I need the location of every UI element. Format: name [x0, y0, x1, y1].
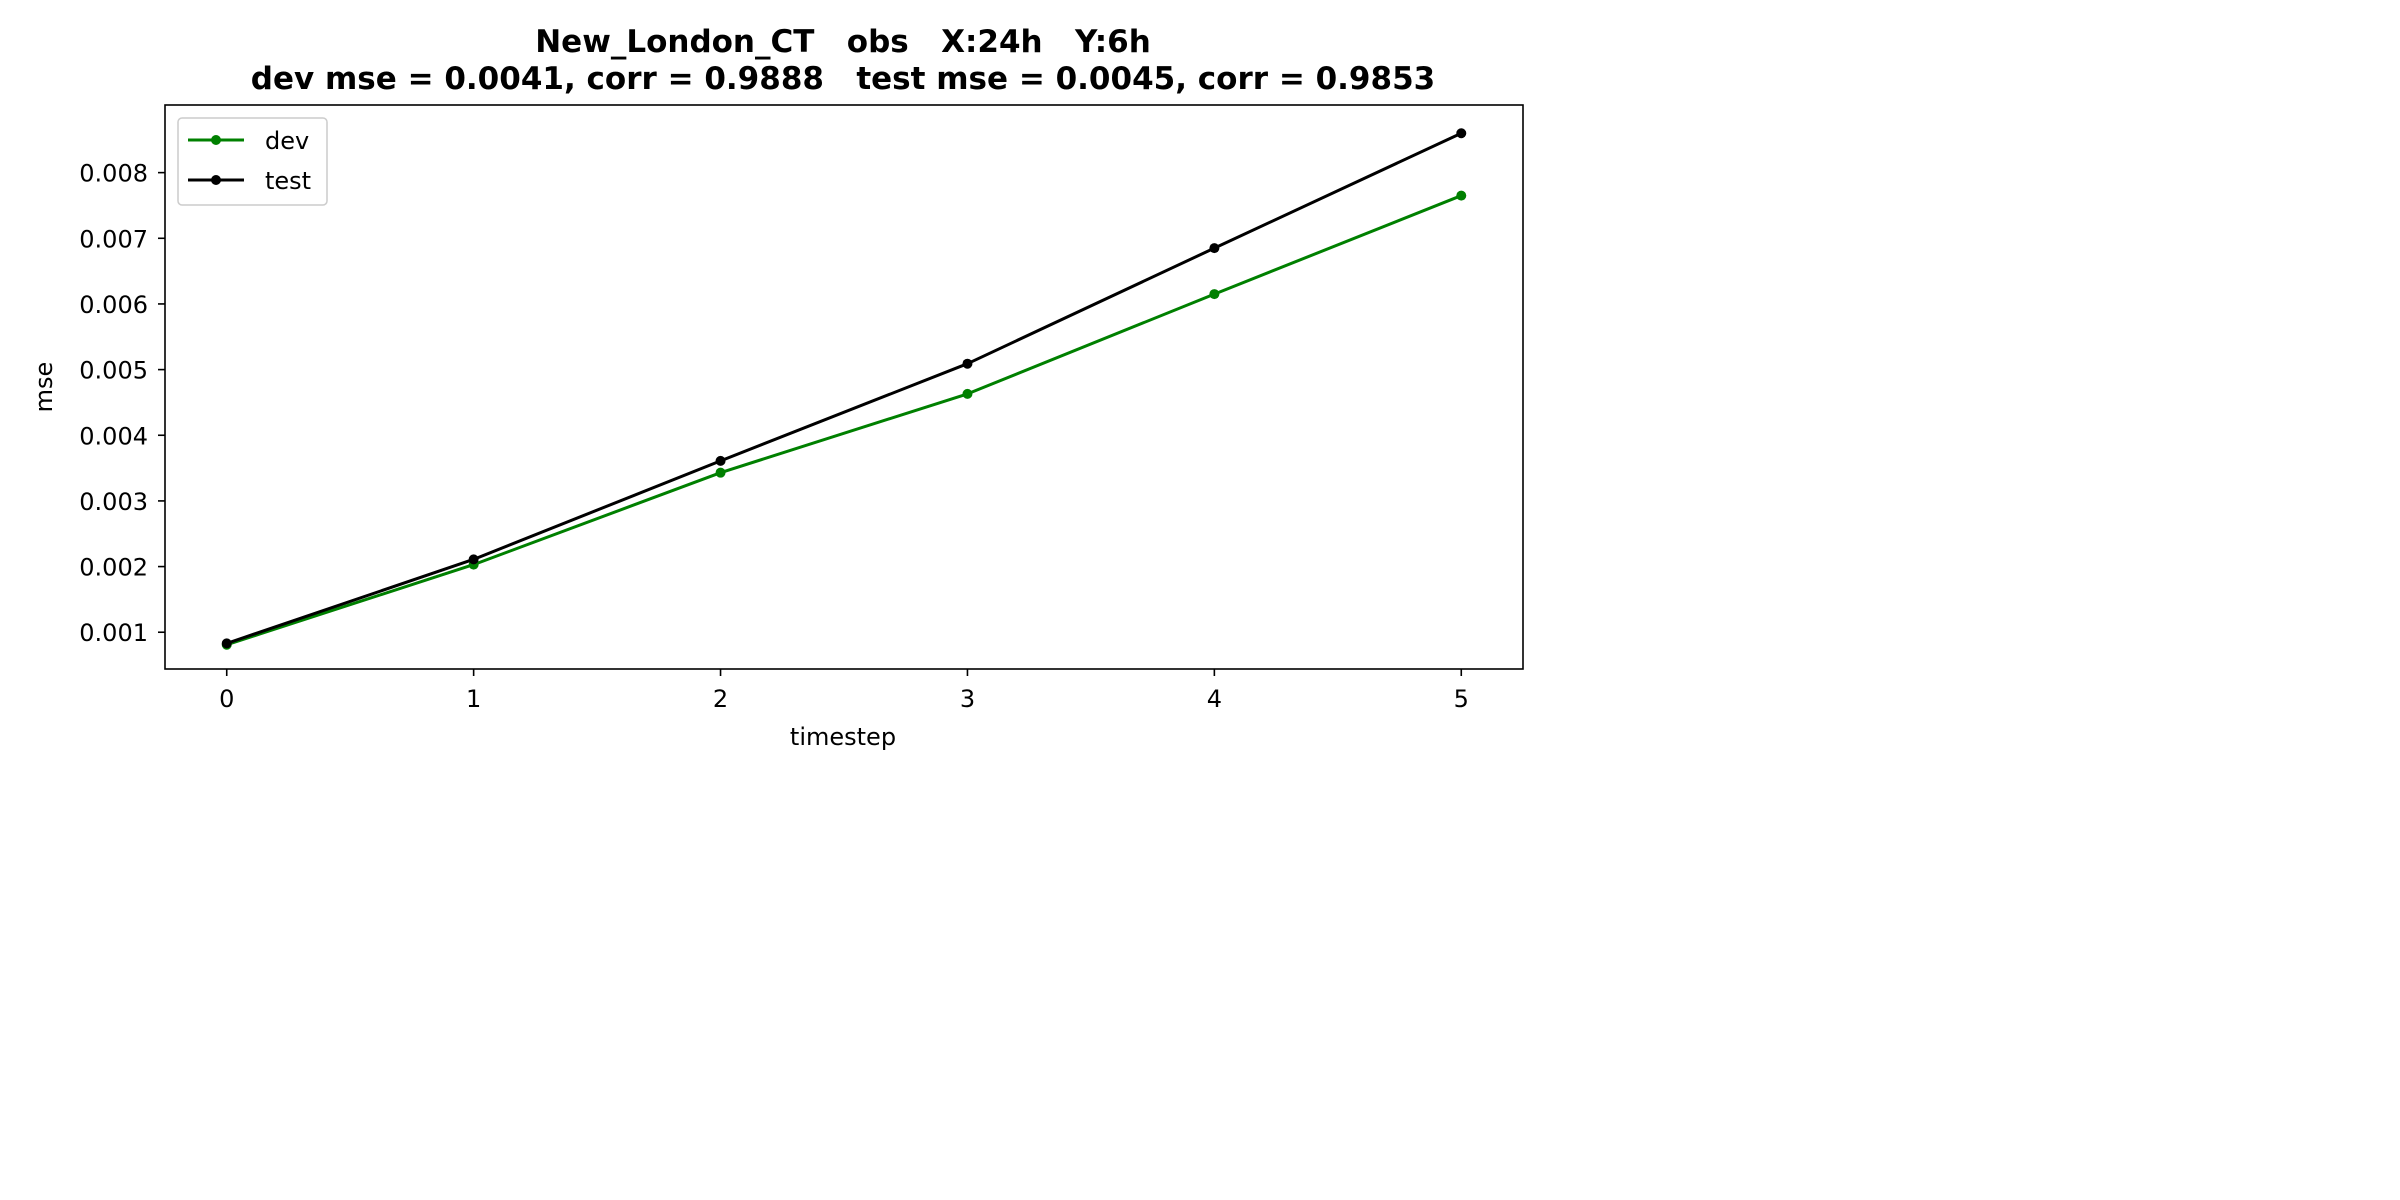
plot-area: 0 1 2 3 4 5 0.001 0.002 0.003 0.004 0.005 0.006 0.00… — [79, 128, 1469, 713]
legend-label-test: test — [265, 167, 311, 195]
data-point-test — [468, 554, 479, 565]
data-point-dev — [962, 388, 973, 399]
data-point-test — [221, 638, 232, 649]
x-axis-label: timestep — [790, 723, 896, 751]
y-tick-label: 0.008 — [79, 160, 148, 188]
legend-marker-test — [211, 175, 221, 185]
x-tick-label: 5 — [1454, 685, 1469, 713]
data-point-test — [1456, 128, 1467, 139]
plot-frame — [164, 104, 1524, 670]
data-point-dev — [1456, 190, 1467, 201]
y-tick-label: 0.005 — [79, 357, 148, 385]
x-tick-label: 2 — [713, 685, 728, 713]
x-tick-label: 3 — [960, 685, 975, 713]
line-chart: New_London_CT obs X:24h Y:6h dev mse = 0… — [30, 24, 1524, 751]
y-tick-label: 0.002 — [79, 554, 148, 582]
data-point-dev — [715, 467, 726, 478]
x-tick-label: 1 — [466, 685, 481, 713]
data-point-test — [962, 358, 973, 369]
y-tick-label: 0.004 — [79, 422, 148, 450]
legend-label-dev: dev — [265, 127, 309, 155]
legend-marker-dev — [211, 135, 221, 145]
x-tick-label: 4 — [1207, 685, 1222, 713]
y-tick-label: 0.001 — [79, 619, 148, 647]
y-tick-label: 0.006 — [79, 291, 148, 319]
legend: dev test — [177, 117, 328, 206]
y-tick-label: 0.007 — [79, 225, 148, 253]
series-line-dev — [224, 193, 1464, 647]
series-line-test — [224, 131, 1464, 646]
chart-title-line1: New_London_CT obs X:24h Y:6h — [535, 24, 1151, 60]
data-point-test — [1209, 243, 1220, 254]
x-tick-label: 0 — [219, 685, 234, 713]
chart-title-line2: dev mse = 0.0041, corr = 0.9888 test mse… — [251, 61, 1435, 97]
data-point-dev — [1209, 289, 1220, 300]
y-axis-label: mse — [30, 362, 58, 413]
y-tick-label: 0.003 — [79, 488, 148, 516]
data-point-test — [715, 455, 726, 466]
